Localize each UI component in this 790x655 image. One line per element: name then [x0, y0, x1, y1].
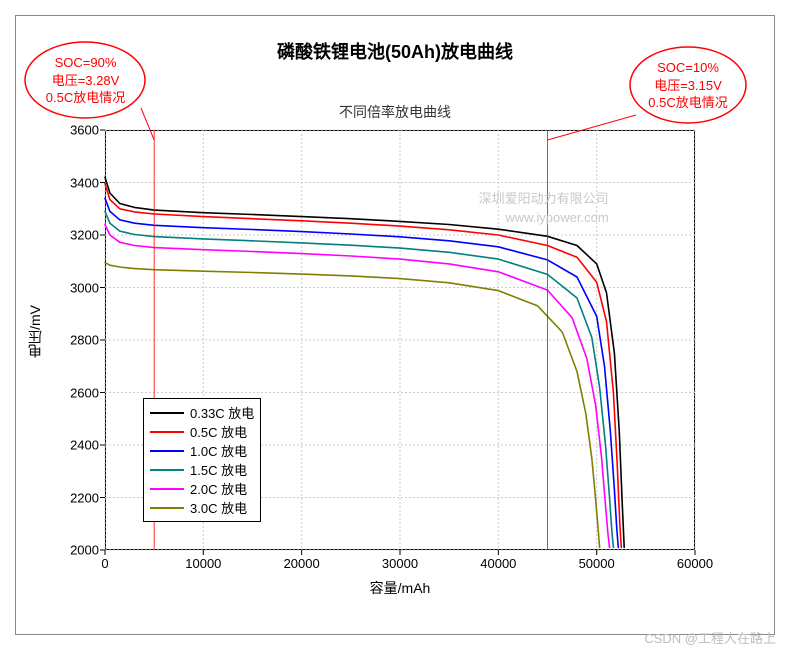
x-axis-label: 容量/mAh — [105, 578, 695, 598]
legend: 0.33C 放电0.5C 放电1.0C 放电1.5C 放电2.0C 放电3.0C… — [143, 398, 261, 522]
legend-label: 0.33C 放电 — [190, 403, 254, 422]
y-tick-label: 3000 — [61, 280, 99, 295]
legend-line-icon — [150, 507, 184, 509]
annotation-soc10: SOC=10% 电压=3.15V 0.5C放电情况 — [638, 59, 738, 112]
soc10-line1: SOC=10% — [657, 60, 719, 75]
legend-line-icon — [150, 431, 184, 433]
legend-item: 1.0C 放电 — [150, 441, 254, 460]
legend-line-icon — [150, 450, 184, 452]
x-tick-label: 40000 — [480, 556, 516, 571]
legend-label: 1.5C 放电 — [190, 460, 247, 479]
y-tick-label: 3400 — [61, 175, 99, 190]
legend-label: 0.5C 放电 — [190, 422, 247, 441]
legend-label: 1.0C 放电 — [190, 441, 247, 460]
x-tick-label: 10000 — [185, 556, 221, 571]
y-tick-label: 2200 — [61, 490, 99, 505]
soc90-line2: 电压=3.28V — [52, 73, 120, 88]
annotation-connector — [548, 115, 637, 140]
legend-line-icon — [150, 488, 184, 490]
soc90-line1: SOC=90% — [55, 55, 117, 70]
legend-item: 0.33C 放电 — [150, 403, 254, 422]
x-tick-label: 20000 — [284, 556, 320, 571]
y-axis-label: 电压/mV — [25, 305, 45, 358]
y-tick-label: 2400 — [61, 438, 99, 453]
y-tick-label: 2000 — [61, 543, 99, 558]
watermark-line1: 深圳爱阳动力有限公司 — [479, 191, 609, 206]
x-tick-label: 50000 — [579, 556, 615, 571]
soc10-line3: 0.5C放电情况 — [648, 95, 727, 110]
legend-item: 0.5C 放电 — [150, 422, 254, 441]
legend-line-icon — [150, 412, 184, 414]
watermark-line2: www.iypower.com — [505, 210, 608, 225]
y-tick-label: 3200 — [61, 228, 99, 243]
annotation-connector — [141, 108, 154, 140]
y-tick-label: 3600 — [61, 123, 99, 138]
soc10-line2: 电压=3.15V — [654, 78, 722, 93]
x-tick-label: 30000 — [382, 556, 418, 571]
watermark: 深圳爱阳动力有限公司 www.iypower.com — [479, 190, 609, 226]
x-tick-label: 60000 — [677, 556, 713, 571]
legend-label: 2.0C 放电 — [190, 479, 247, 498]
legend-line-icon — [150, 469, 184, 471]
y-tick-label: 2800 — [61, 333, 99, 348]
x-tick-label: 0 — [101, 556, 108, 571]
legend-item: 3.0C 放电 — [150, 498, 254, 517]
csdn-credit: CSDN @工程人在路上 — [644, 628, 776, 647]
legend-item: 1.5C 放电 — [150, 460, 254, 479]
legend-label: 3.0C 放电 — [190, 498, 247, 517]
y-tick-label: 2600 — [61, 385, 99, 400]
annotation-soc90: SOC=90% 电压=3.28V 0.5C放电情况 — [33, 54, 138, 107]
soc90-line3: 0.5C放电情况 — [46, 90, 125, 105]
legend-item: 2.0C 放电 — [150, 479, 254, 498]
